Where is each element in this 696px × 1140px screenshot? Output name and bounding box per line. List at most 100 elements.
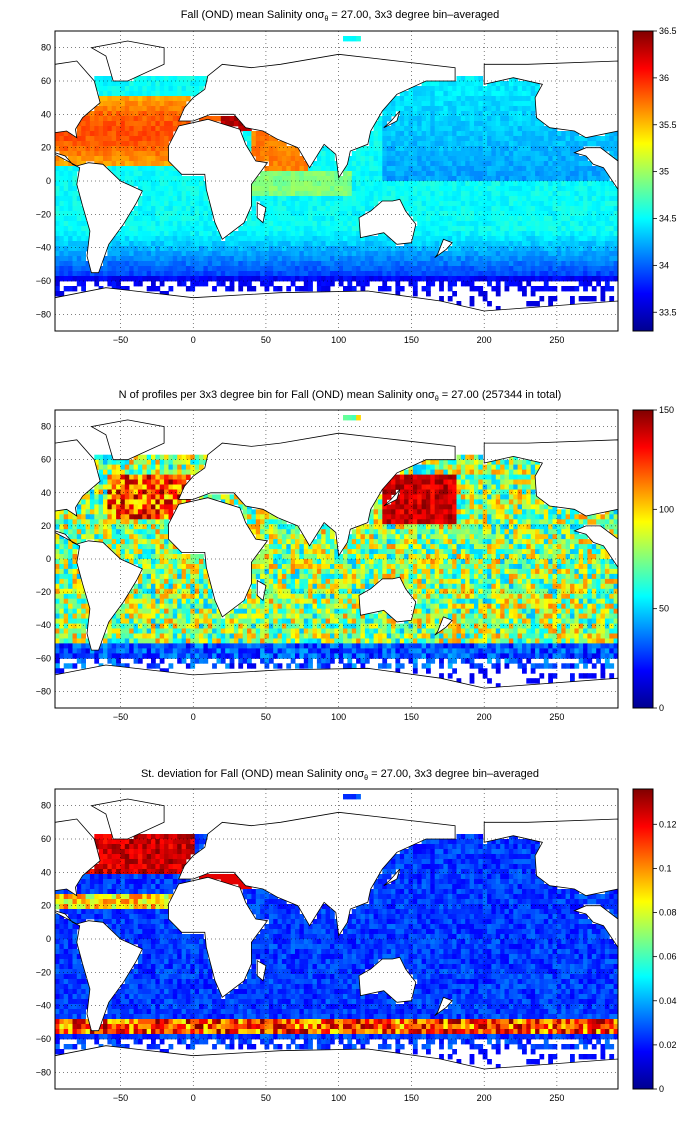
heatmap-cell [137, 484, 143, 490]
heatmap-cell [504, 226, 510, 232]
heatmap-cell [426, 241, 431, 247]
heatmap-cell [487, 121, 492, 127]
heatmap-cell [308, 246, 313, 252]
heatmap-cell [456, 251, 462, 257]
heatmap-cell [168, 226, 174, 232]
heatmap-cell [347, 176, 353, 182]
heatmap-cell [247, 136, 252, 142]
heatmap-cell [129, 276, 134, 282]
heatmap-cell [378, 116, 383, 122]
heatmap-cell [587, 201, 593, 207]
heatmap-cell [142, 96, 148, 102]
heatmap-cell [124, 271, 130, 277]
heatmap-cell [356, 256, 361, 262]
heatmap-cell [561, 256, 567, 262]
heatmap-cell [565, 509, 571, 515]
heatmap-cell [452, 459, 457, 466]
heatmap-cell [260, 136, 265, 142]
heatmap-cell [238, 281, 244, 287]
heatmap-cell [522, 251, 527, 257]
heatmap-cell [229, 236, 235, 242]
heatmap-cell [199, 271, 204, 277]
heatmap-cell [168, 91, 174, 97]
heatmap-cell [382, 161, 388, 167]
heatmap-cell [133, 499, 139, 505]
heatmap-cell [303, 216, 309, 222]
heatmap-cell [264, 226, 270, 232]
heatmap-cell [185, 459, 191, 466]
heatmap-cell [281, 186, 287, 192]
heatmap-cell [578, 514, 584, 520]
heatmap-cell [172, 201, 178, 207]
heatmap-cell [382, 261, 388, 267]
heatmap-cell [439, 201, 444, 207]
heatmap-cell [299, 216, 305, 222]
heatmap-cell [277, 221, 283, 227]
heatmap-cell [452, 106, 457, 112]
heatmap-cell [578, 236, 584, 242]
heatmap-cell [373, 161, 379, 167]
heatmap-cell [583, 211, 588, 217]
heatmap-cell [491, 474, 497, 480]
heatmap-cell [303, 171, 309, 177]
heatmap-cell [504, 479, 510, 485]
heatmap-cell [146, 251, 152, 257]
heatmap-cell [159, 171, 165, 177]
heatmap-cell [273, 276, 278, 282]
heatmap-cell [539, 296, 545, 302]
heatmap-cell [124, 499, 130, 505]
heatmap-cell [151, 161, 156, 167]
heatmap-cell [495, 256, 501, 262]
heatmap-cell [478, 191, 484, 197]
heatmap-cell [290, 261, 296, 267]
heatmap-cell [312, 166, 318, 172]
heatmap-cell [530, 101, 536, 107]
heatmap-cell [308, 216, 313, 222]
heatmap-cell [281, 216, 287, 222]
heatmap-cell [452, 141, 457, 147]
heatmap-cell [268, 246, 274, 252]
heatmap-cell [604, 131, 610, 137]
heatmap-cell [500, 196, 505, 202]
heatmap-cell [526, 191, 532, 197]
heatmap-cell [107, 131, 113, 137]
heatmap-cell [277, 171, 283, 177]
heatmap-cell [308, 176, 313, 182]
heatmap-cell [552, 221, 558, 227]
heatmap-cell [430, 156, 436, 162]
heatmap-cell [504, 504, 510, 510]
heatmap-cell [495, 494, 501, 500]
heatmap-cell [124, 166, 130, 172]
heatmap-cell [426, 81, 431, 87]
heatmap-cell [338, 281, 344, 287]
heatmap-cell [378, 146, 383, 152]
heatmap-cell [81, 266, 86, 272]
heatmap-cell [172, 494, 178, 500]
heatmap-cell [465, 454, 470, 461]
heatmap-cell [522, 231, 527, 237]
heatmap-cell [281, 161, 287, 167]
heatmap-cell [172, 196, 178, 202]
heatmap-cell [347, 246, 353, 252]
heatmap-cell [495, 106, 501, 112]
heatmap-cell [583, 251, 588, 257]
heatmap-cell [465, 81, 470, 87]
heatmap-cell [421, 171, 427, 177]
heatmap-cell [316, 161, 322, 167]
heatmap-cell [255, 176, 261, 182]
heatmap-cell [513, 156, 519, 162]
heatmap-cell [98, 76, 104, 82]
heatmap-cell [417, 256, 422, 262]
heatmap-cell [508, 116, 514, 122]
heatmap-cell [495, 146, 501, 152]
heatmap-cell [277, 519, 283, 525]
heatmap-cell [495, 111, 501, 117]
heatmap-cell [500, 131, 505, 137]
heatmap-cell [103, 524, 108, 530]
heatmap-cell [107, 459, 113, 466]
heatmap-cell [111, 509, 117, 515]
heatmap-cell [55, 156, 60, 162]
heatmap-cell [172, 464, 178, 470]
heatmap-cell [487, 201, 492, 207]
colorbar-tick-label: 34.5 [659, 214, 677, 224]
